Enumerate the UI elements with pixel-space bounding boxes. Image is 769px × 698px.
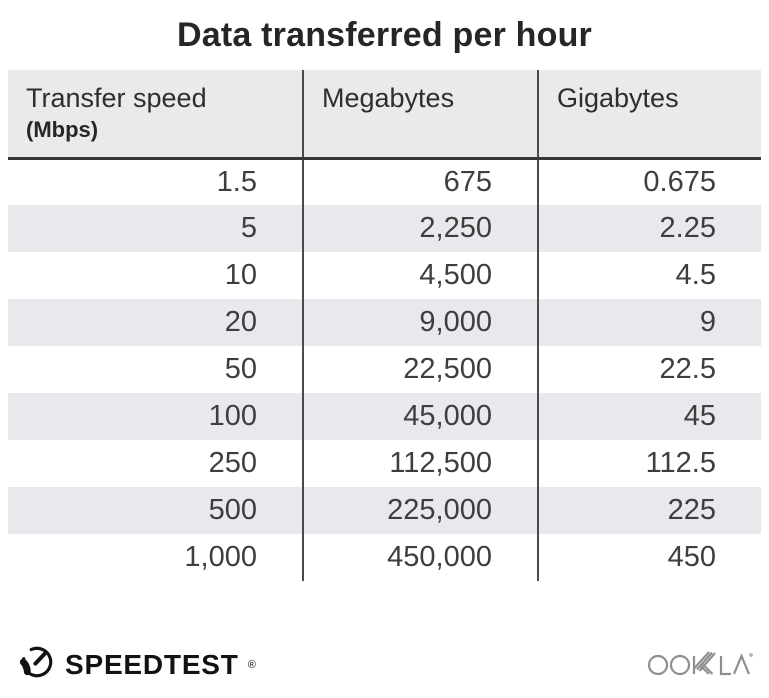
table-cell: 675 (302, 158, 538, 205)
page-title: Data transferred per hour (177, 16, 592, 54)
speedtest-wordmark: SPEEDTEST (65, 648, 239, 680)
table-row: 100 45,000 45 (8, 393, 761, 440)
table-cell: 250 (208, 447, 257, 479)
table-cell: 1,000 (184, 541, 257, 573)
speedtest-gauge-icon (18, 643, 56, 686)
table-cell: 50 (224, 353, 257, 385)
table-cell: 10 (224, 259, 257, 291)
table-cell: 450,000 (302, 534, 538, 581)
ookla-logo (647, 646, 753, 683)
table-cell: 20 (8, 299, 303, 346)
table-row: 1,000 450,000 450 (8, 534, 761, 581)
table-cell: 500 (8, 487, 303, 534)
registered-trademark-icon: ® (247, 658, 256, 671)
table-cell: 9,000 (302, 299, 538, 346)
table-row: 5 2,250 2.25 (8, 205, 761, 252)
speedtest-logo: SPEEDTEST ® (18, 643, 256, 686)
table-row: 500 225,000 225 (8, 487, 761, 534)
table-row: 20 9,000 9 (8, 299, 761, 346)
table-cell: 225 (537, 487, 761, 534)
table-cell: 45,000 (302, 393, 538, 440)
column-header-megabytes: Megabytes (302, 70, 538, 160)
table-cell: 4.5 (537, 252, 761, 299)
column-header-label: Transfer speed (26, 83, 207, 113)
table-cell: 22,500 (302, 346, 538, 393)
table-body: 1.5 675 0.675 5 2,250 2.25 10 4,500 4.5 20 9,000 9 5… (8, 158, 761, 581)
table-cell: 0.675 (537, 158, 761, 205)
table-cell: 22.5 (537, 346, 761, 393)
column-header-sublabel: (Mbps) (26, 117, 99, 142)
footer: SPEEDTEST ® (18, 643, 753, 686)
data-table: Transfer speed (Mbps) Megabytes Gigabyte… (8, 70, 761, 581)
ookla-wordmark-icon (647, 646, 753, 683)
column-header-gigabytes: Gigabytes (537, 70, 761, 160)
table-row: 250 112,500 112.5 (8, 440, 761, 487)
table-cell: 225,000 (302, 487, 538, 534)
table-row: 1.5 675 0.675 (8, 158, 761, 205)
table-cell: 2.25 (537, 205, 761, 252)
table-header-row: Transfer speed (Mbps) Megabytes Gigabyte… (8, 70, 761, 160)
table-row: 50 22,500 22.5 (8, 346, 761, 393)
table-cell: 4,500 (302, 252, 538, 299)
table-cell: 112.5 (537, 440, 761, 487)
table-cell: 9 (537, 299, 761, 346)
table-row: 10 4,500 4.5 (8, 252, 761, 299)
column-header-label: Megabytes (322, 83, 455, 113)
table-cell: 45 (537, 393, 761, 440)
table-cell: 100 (8, 393, 303, 440)
table-cell: 5 (8, 205, 303, 252)
table-cell: 1.5 (216, 165, 257, 198)
table-cell: 450 (537, 534, 761, 581)
table-cell: 112,500 (302, 440, 538, 487)
column-header-label: Gigabytes (557, 83, 679, 113)
table-cell: 2,250 (302, 205, 538, 252)
column-header-transfer-speed: Transfer speed (Mbps) (8, 70, 303, 160)
